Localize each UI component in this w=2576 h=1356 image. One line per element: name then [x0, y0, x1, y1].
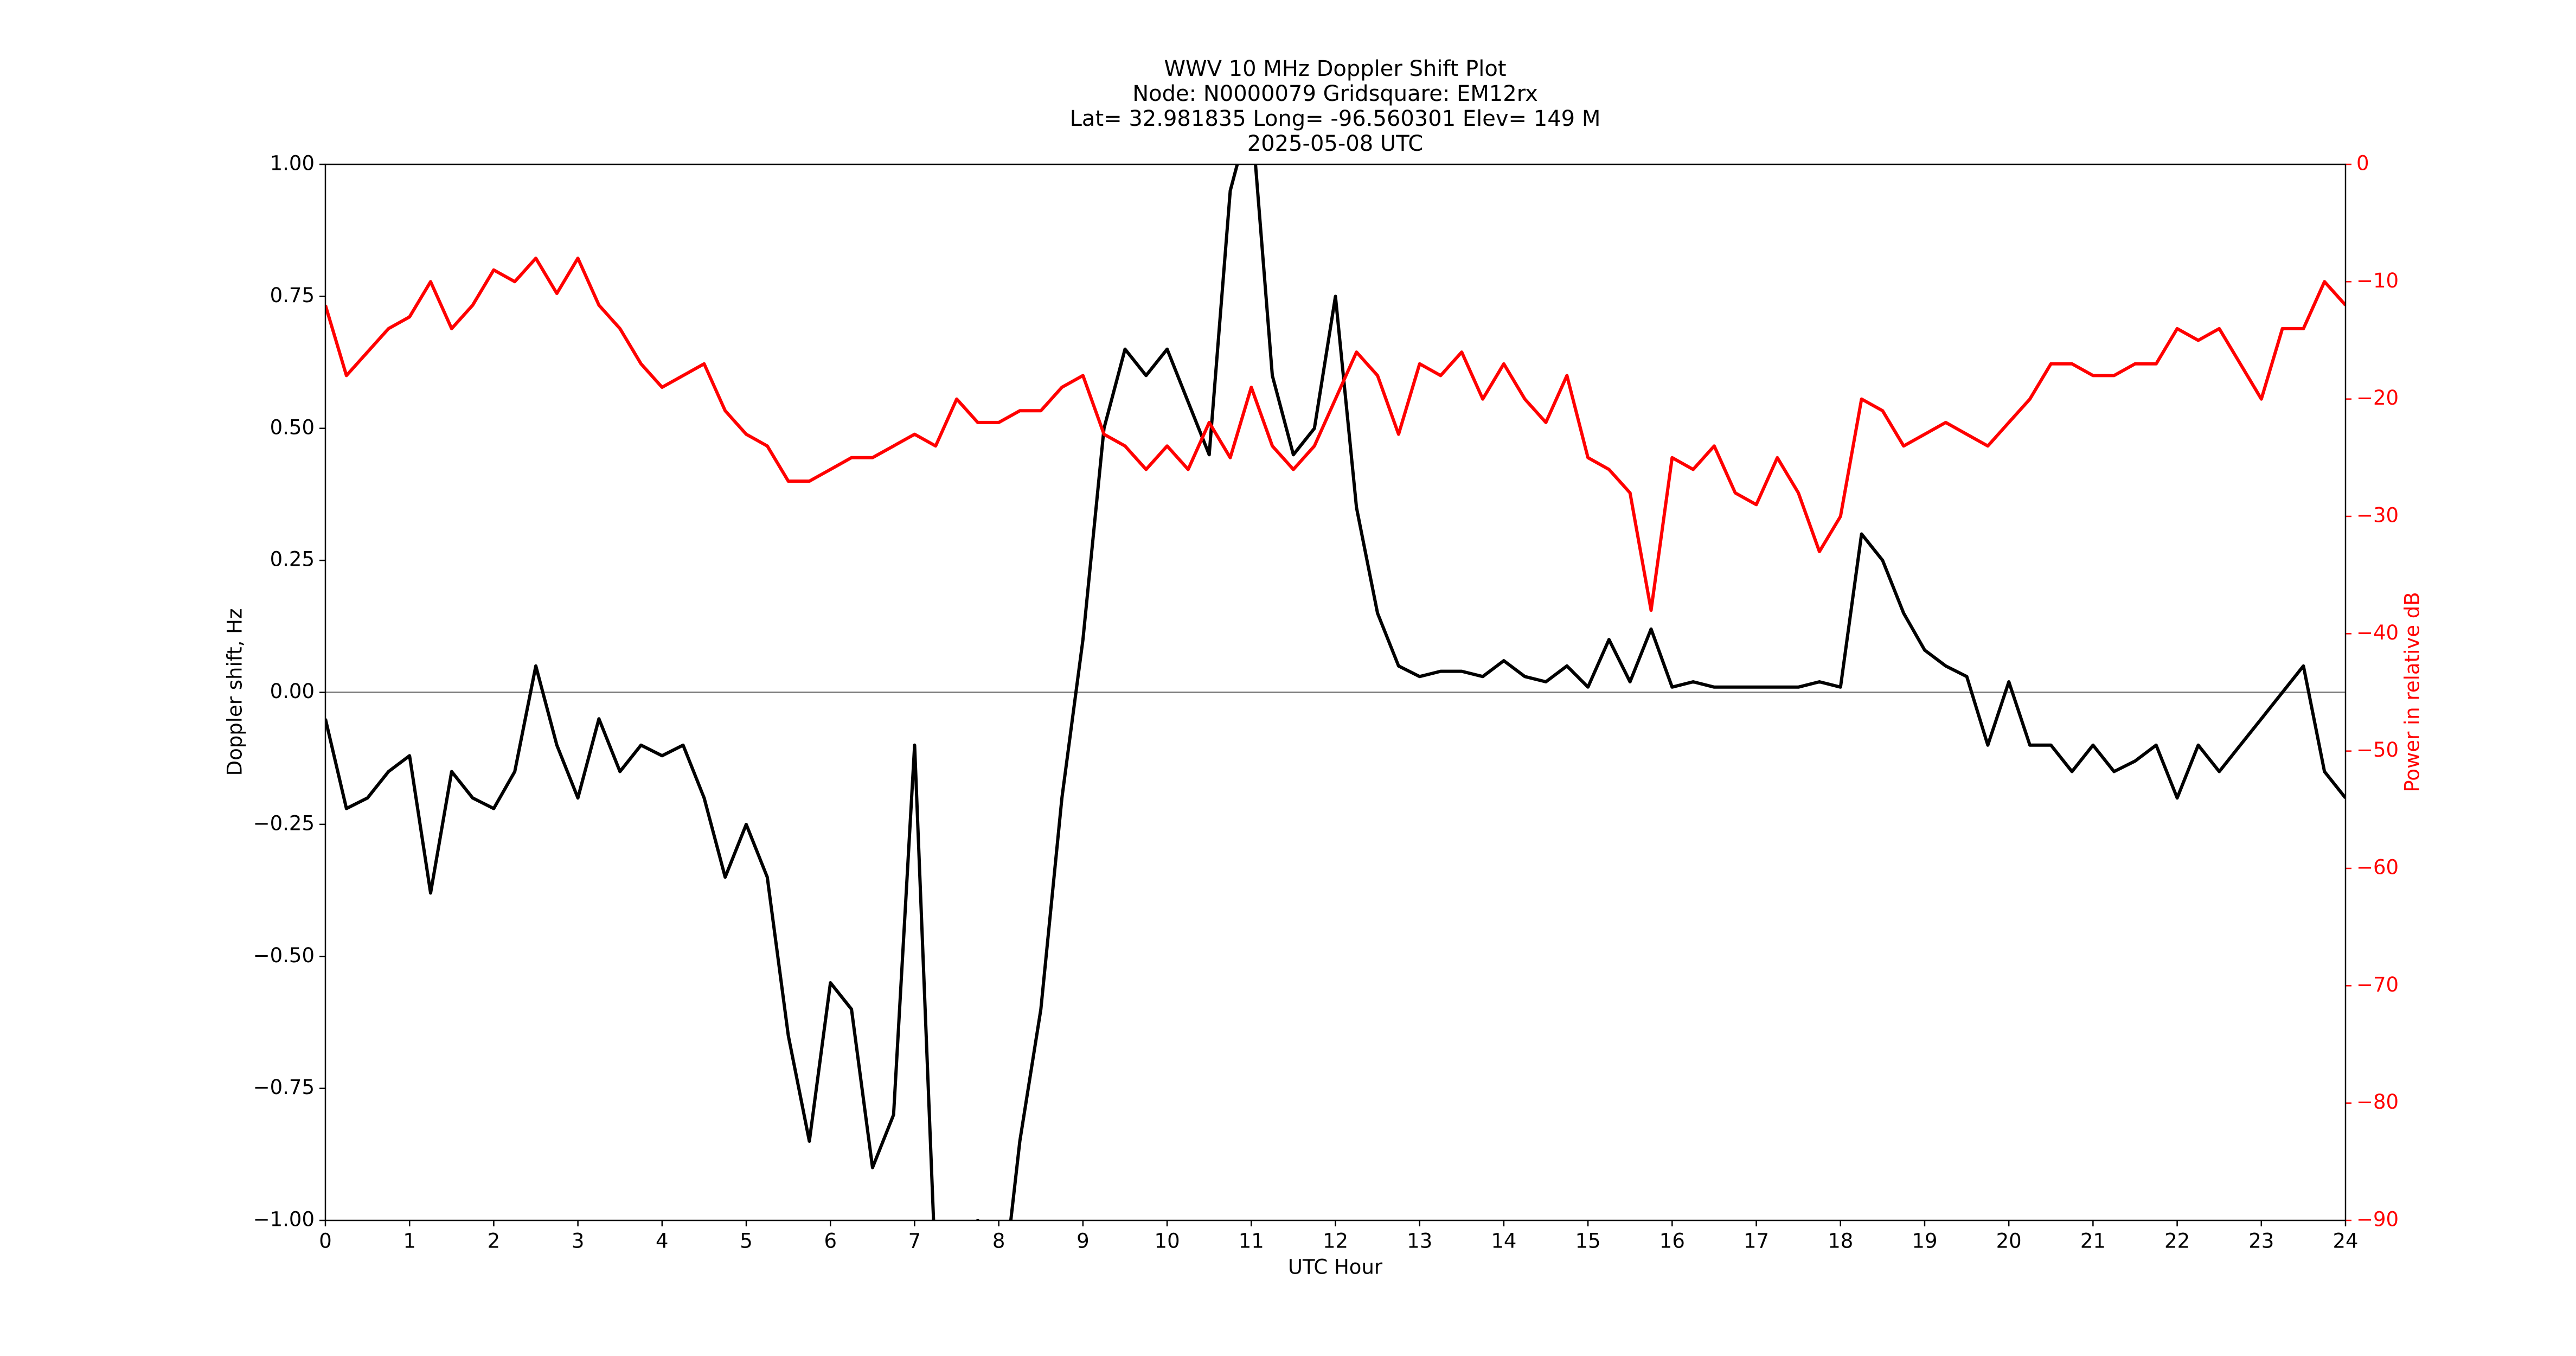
x-tick-label: 18 — [1828, 1230, 1853, 1253]
y-axis-label: Doppler shift, Hz — [223, 609, 247, 776]
y2-tick-label: −90 — [2356, 1208, 2399, 1231]
data-line — [325, 164, 2346, 1220]
x-tick-label: 14 — [1491, 1230, 1516, 1253]
y-tick-label: −0.25 — [253, 811, 315, 835]
y-tick-label: 0.75 — [270, 284, 315, 307]
x-tick-label: 1 — [403, 1230, 416, 1253]
y2-tick-label: −80 — [2356, 1090, 2399, 1114]
y-tick-label: −0.50 — [253, 944, 315, 967]
y2-tick-label: 0 — [2356, 152, 2369, 175]
y2-tick-label: −70 — [2356, 973, 2399, 996]
y-tick-label: 0.50 — [270, 415, 315, 439]
y2-axis-label: Power in relative dB — [2401, 592, 2424, 792]
chart-title: WWV 10 MHz Doppler Shift Plot — [1164, 56, 1506, 81]
x-tick-label: 6 — [824, 1230, 837, 1253]
y-tick-label: 1.00 — [270, 152, 315, 175]
y-tick-label: −0.75 — [253, 1076, 315, 1099]
x-tick-label: 7 — [908, 1230, 921, 1253]
x-tick-label: 22 — [2164, 1230, 2190, 1253]
chart-title: 2025-05-08 UTC — [1247, 131, 1423, 156]
chart-title: Node: N0000079 Gridsquare: EM12rx — [1132, 81, 1538, 106]
x-tick-label: 8 — [992, 1230, 1005, 1253]
x-tick-label: 0 — [319, 1230, 332, 1253]
chart-title: Lat= 32.981835 Long= -96.560301 Elev= 14… — [1070, 106, 1601, 131]
plot-frame — [324, 163, 2347, 1221]
x-tick-label: 11 — [1239, 1230, 1264, 1253]
x-tick-label: 21 — [2080, 1230, 2106, 1253]
y-tick-label: 0.00 — [270, 680, 315, 703]
x-tick-label: 3 — [572, 1230, 585, 1253]
x-tick-label: 19 — [1912, 1230, 1937, 1253]
y2-tick-label: −50 — [2356, 738, 2399, 762]
x-tick-label: 12 — [1323, 1230, 1348, 1253]
x-tick-label: 10 — [1155, 1230, 1180, 1253]
y2-tick-label: −30 — [2356, 504, 2399, 527]
y2-tick-label: −40 — [2356, 621, 2399, 644]
x-tick-label: 2 — [488, 1230, 501, 1253]
x-tick-label: 13 — [1407, 1230, 1432, 1253]
x-axis-label: UTC Hour — [1288, 1256, 1383, 1279]
data-line — [325, 257, 2346, 612]
x-tick-label: 20 — [1996, 1230, 2022, 1253]
x-tick-label: 9 — [1076, 1230, 1090, 1253]
y2-tick-label: −60 — [2356, 856, 2399, 879]
y2-tick-label: −10 — [2356, 269, 2399, 292]
x-tick-label: 23 — [2248, 1230, 2274, 1253]
x-tick-label: 24 — [2333, 1230, 2358, 1253]
y2-tick-label: −20 — [2356, 386, 2399, 410]
x-tick-label: 4 — [656, 1230, 669, 1253]
x-tick-label: 15 — [1575, 1230, 1601, 1253]
x-tick-label: 5 — [740, 1230, 753, 1253]
x-tick-label: 16 — [1659, 1230, 1685, 1253]
y-tick-label: 0.25 — [270, 548, 315, 571]
y-tick-label: −1.00 — [253, 1208, 315, 1231]
x-tick-label: 17 — [1744, 1230, 1769, 1253]
